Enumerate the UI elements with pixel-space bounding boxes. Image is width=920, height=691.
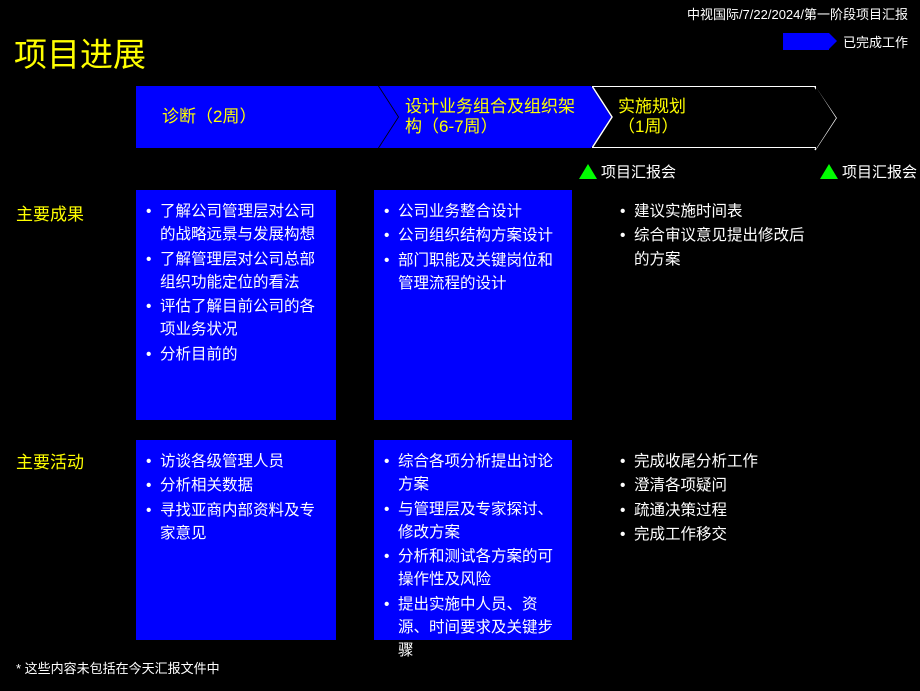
list-item: 完成工作移交 <box>620 523 810 546</box>
legend-swatch <box>783 33 829 50</box>
list-item: 澄清各项疑问 <box>620 474 810 497</box>
list-item: 完成收尾分析工作 <box>620 450 810 473</box>
phase-3-label: 实施规划 （1周） <box>618 97 686 138</box>
row-label-activities: 主要活动 <box>16 448 84 473</box>
phase-2-label: 设计业务组合及组织架构（6-7周） <box>405 97 575 138</box>
milestone-1: 项目汇报会 <box>579 161 676 182</box>
cell-r1c3: 建议实施时间表综合审议意见提出修改后的方案 <box>610 190 820 420</box>
list-item: 分析和测试各方案的可操作性及风险 <box>384 545 562 592</box>
phase-2: 设计业务组合及组织架构（6-7周） <box>379 86 591 148</box>
list-item: 与管理层及专家探讨、修改方案 <box>384 498 562 545</box>
phase-3: 实施规划 （1周） <box>592 86 816 148</box>
triangle-marker-icon <box>579 164 597 179</box>
list-item: 建议实施时间表 <box>620 200 810 223</box>
footnote: * 这些内容未包括在今天汇报文件中 <box>16 658 220 677</box>
legend-label: 已完成工作 <box>843 32 908 51</box>
row-label-results: 主要成果 <box>16 200 84 225</box>
list-item: 疏通决策过程 <box>620 499 810 522</box>
list-item: 寻找亚商内部资料及专家意见 <box>146 499 326 546</box>
cell-r2c2: 综合各项分析提出讨论方案与管理层及专家探讨、修改方案分析和测试各方案的可操作性及… <box>374 440 572 640</box>
list-item: 综合审议意见提出修改后的方案 <box>620 224 810 271</box>
list-item: 了解管理层对公司总部组织功能定位的看法 <box>146 248 326 295</box>
list-item: 综合各项分析提出讨论方案 <box>384 450 562 497</box>
header-breadcrumb: 中视国际/7/22/2024/第一阶段项目汇报 <box>687 4 908 23</box>
phase-1-label: 诊断（2周） <box>162 107 256 127</box>
triangle-marker-icon <box>820 164 838 179</box>
list-item: 访谈各级管理人员 <box>146 450 326 473</box>
list-item: 公司组织结构方案设计 <box>384 224 562 247</box>
phase-1: 诊断（2周） <box>136 86 378 148</box>
cell-r2c1: 访谈各级管理人员分析相关数据寻找亚商内部资料及专家意见 <box>136 440 336 640</box>
legend: 已完成工作 <box>783 32 908 51</box>
cell-r1c1: 了解公司管理层对公司的战略远景与发展构想了解管理层对公司总部组织功能定位的看法评… <box>136 190 336 420</box>
milestone-2: 项目汇报会 <box>820 161 917 182</box>
list-item: 公司业务整合设计 <box>384 200 562 223</box>
list-item: 部门职能及关键岗位和管理流程的设计 <box>384 249 562 296</box>
list-item: 评估了解目前公司的各项业务状况 <box>146 295 326 342</box>
cell-r2c3: 完成收尾分析工作澄清各项疑问疏通决策过程完成工作移交 <box>610 440 820 640</box>
list-item: 分析目前的 <box>146 343 326 366</box>
list-item: 提出实施中人员、资源、时间要求及关键步骤 <box>384 593 562 663</box>
list-item: 分析相关数据 <box>146 474 326 497</box>
page-title: 项目进展 <box>14 28 146 76</box>
list-item: 了解公司管理层对公司的战略远景与发展构想 <box>146 200 326 247</box>
timeline: 诊断（2周） 设计业务组合及组织架构（6-7周） 实施规划 （1周） <box>136 86 841 148</box>
milestone-1-label: 项目汇报会 <box>601 161 676 182</box>
cell-r1c2: 公司业务整合设计公司组织结构方案设计部门职能及关键岗位和管理流程的设计 <box>374 190 572 420</box>
milestone-2-label: 项目汇报会 <box>842 161 917 182</box>
